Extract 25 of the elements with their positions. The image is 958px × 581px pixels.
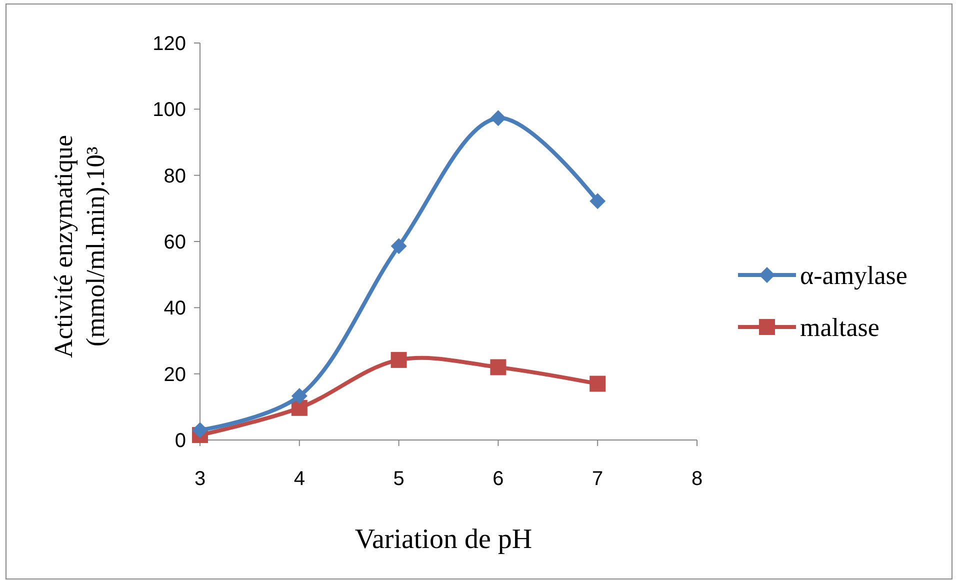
point xyxy=(490,359,506,376)
point xyxy=(590,193,606,210)
x-tick-label: 4 xyxy=(294,468,305,490)
point xyxy=(490,110,506,126)
x-tick-label: 6 xyxy=(492,468,504,490)
x-tick-label: 5 xyxy=(393,468,404,490)
point xyxy=(390,352,407,368)
legend-label: maltase xyxy=(800,313,880,342)
x-tick-label: 3 xyxy=(194,468,206,490)
y-tick-label: 120 xyxy=(152,33,186,55)
y-tick-label: 40 xyxy=(164,298,186,320)
y-tick-label: 0 xyxy=(174,430,186,452)
legend-label: α-amylase xyxy=(800,261,908,290)
x-tick-label: 8 xyxy=(691,468,703,490)
y-tick-label: 100 xyxy=(152,99,186,122)
y-tick-label: 80 xyxy=(164,165,186,188)
point xyxy=(192,422,208,438)
y-tick-label: 60 xyxy=(164,232,186,254)
point xyxy=(590,376,606,392)
y-tick-label: 20 xyxy=(164,364,186,386)
point xyxy=(390,238,407,254)
y-axis-title: Activité enzymatique (mmol/ml.min).10³ xyxy=(49,134,110,358)
x-axis-title: Variation de pH xyxy=(354,524,532,555)
x-tick-label: 7 xyxy=(592,468,604,490)
point xyxy=(291,388,308,404)
